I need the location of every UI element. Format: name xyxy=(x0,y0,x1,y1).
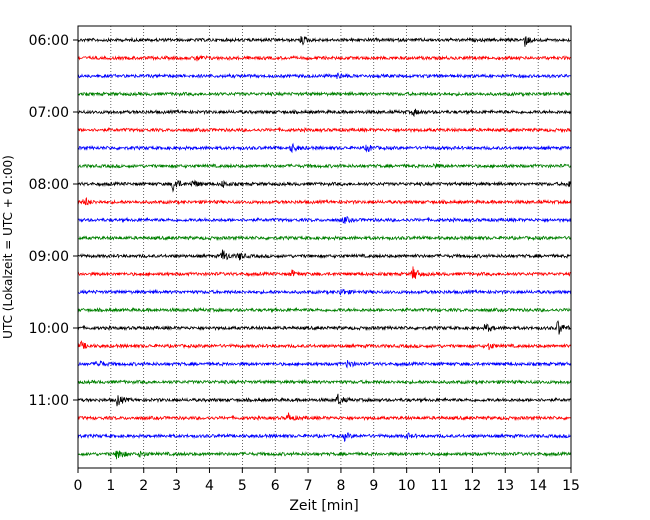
y-tick-label: 07:00 xyxy=(29,105,69,121)
seismic-trace xyxy=(77,54,572,62)
x-tick-label: 7 xyxy=(304,478,313,494)
seismic-trace xyxy=(77,393,572,407)
y-axis-label: UTC (Lokalzeit = UTC + 01:00) xyxy=(1,155,15,339)
x-axis-ticks: 0 1 2 3 4 5 6 7 8 9 10 11 12 13 14 15 xyxy=(74,468,580,494)
y-tick-label: 08:00 xyxy=(29,177,69,193)
seismic-trace xyxy=(77,234,572,242)
x-tick-label: 15 xyxy=(562,478,580,494)
x-tick-label: 9 xyxy=(369,478,378,494)
seismic-trace xyxy=(77,126,572,134)
y-tick-label: 10:00 xyxy=(29,321,69,337)
seismic-trace xyxy=(77,306,572,314)
y-tick-label: 09:00 xyxy=(29,249,69,265)
seismic-trace xyxy=(77,179,572,193)
seismic-trace xyxy=(77,72,572,80)
x-tick-label: 1 xyxy=(106,478,115,494)
x-tick-label: 10 xyxy=(398,478,416,494)
y-tick-label: 06:00 xyxy=(29,33,69,49)
y-tick-label: 11:00 xyxy=(29,393,69,409)
seismic-trace xyxy=(77,432,572,442)
x-tick-label: 5 xyxy=(238,478,247,494)
seismic-trace xyxy=(77,266,572,279)
y-axis-ticks: 06:00 07:00 08:00 09:00 10:00 11:00 xyxy=(29,33,78,409)
seismic-trace xyxy=(77,249,572,261)
x-tick-label: 6 xyxy=(271,478,280,494)
x-tick-label: 12 xyxy=(463,478,481,494)
seismic-trace xyxy=(77,288,572,296)
x-tick-label: 14 xyxy=(529,478,547,494)
seismic-trace xyxy=(78,162,572,170)
x-tick-label: 0 xyxy=(74,478,83,494)
x-tick-label: 2 xyxy=(139,478,148,494)
x-tick-label: 4 xyxy=(205,478,214,494)
seismic-trace xyxy=(77,450,572,460)
seismic-trace xyxy=(77,90,572,98)
seismic-trace xyxy=(77,412,572,422)
seismic-traces xyxy=(77,36,572,460)
seismic-trace xyxy=(77,320,572,335)
seismic-trace xyxy=(77,197,572,206)
seismic-trace xyxy=(77,108,572,118)
x-tick-label: 8 xyxy=(336,478,345,494)
x-tick-label: 13 xyxy=(496,478,514,494)
seismic-trace xyxy=(77,378,572,386)
x-tick-label: 11 xyxy=(431,478,449,494)
plot-frame xyxy=(77,25,572,469)
seismic-trace xyxy=(77,36,572,47)
seismic-trace xyxy=(77,360,572,369)
seismic-trace xyxy=(77,142,572,154)
x-axis-label: Zeit [min] xyxy=(289,498,358,514)
seismic-trace xyxy=(77,216,572,224)
seismic-trace xyxy=(77,340,572,351)
x-tick-label: 3 xyxy=(172,478,181,494)
